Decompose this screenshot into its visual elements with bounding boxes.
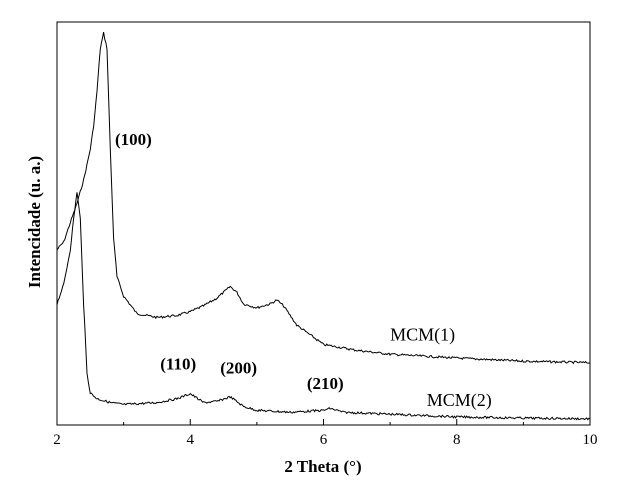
peak-annotation: (200): [220, 359, 257, 378]
peak-annotation: (210): [307, 374, 344, 393]
series-label: MCM(1): [390, 325, 455, 346]
series-line-mcm2: [56, 192, 591, 421]
plot-frame: [56, 21, 591, 426]
annotation-layer: (100) (110) (200) (210) MCM(1) MCM(2): [115, 130, 492, 411]
peak-annotation: (100): [115, 130, 152, 149]
x-tick-label: 8: [453, 432, 461, 448]
x-tick-label: 10: [583, 432, 598, 448]
x-tick-label: 2: [53, 432, 61, 448]
x-axis-title: 2 Theta (°): [284, 457, 361, 476]
y-axis-title: Intencidade (u. a.): [25, 156, 44, 288]
x-tick-label: 6: [320, 432, 328, 448]
x-tick-label: 4: [187, 432, 195, 448]
series-label: MCM(2): [427, 390, 492, 411]
series-layer: [56, 32, 591, 421]
x-axis-ticks: 2 4 6 8 10: [53, 419, 598, 448]
peak-annotation: (110): [160, 355, 196, 374]
series-line-mcm1: [56, 32, 591, 365]
